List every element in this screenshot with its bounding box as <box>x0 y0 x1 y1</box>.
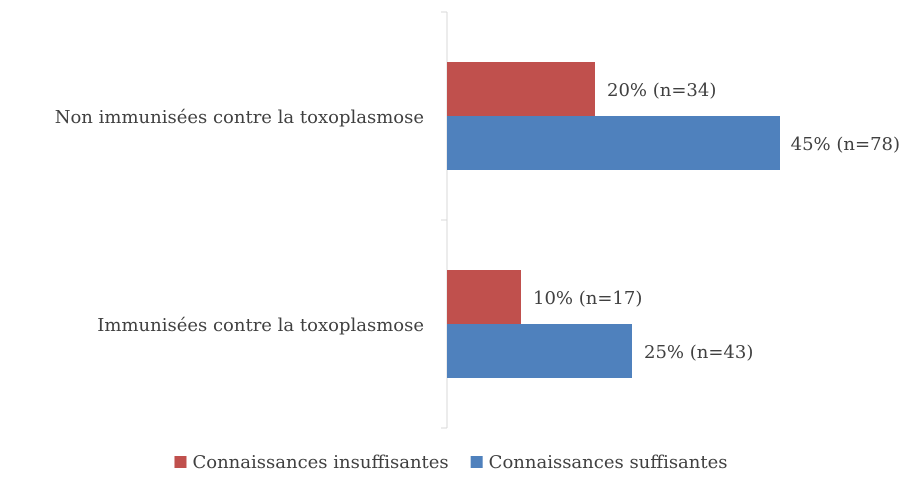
data-label: 10% (n=17) <box>533 288 642 309</box>
legend-label: Connaissances insuffisantes <box>192 452 448 473</box>
legend-swatch <box>470 456 483 468</box>
legend-label: Connaissances suffisantes <box>489 452 728 473</box>
data-label: 25% (n=43) <box>644 342 753 363</box>
bar <box>447 116 780 170</box>
y-tick-label: Immunisées contre la toxoplasmose <box>97 315 424 336</box>
data-label: 20% (n=34) <box>607 80 716 101</box>
bar <box>447 270 521 324</box>
y-tick-label: Non immunisées contre la toxoplasmose <box>55 107 424 128</box>
legend-swatch <box>174 456 187 468</box>
data-label: 45% (n=78) <box>791 134 900 155</box>
bar <box>447 324 632 378</box>
bar <box>447 62 595 116</box>
